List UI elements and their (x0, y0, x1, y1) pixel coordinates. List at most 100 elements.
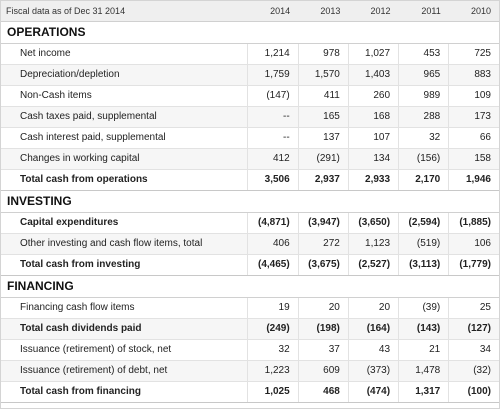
table-row: Capital expenditures (4,871) (3,947) (3,650… (1, 212, 499, 234)
table-row: Depreciation/depletion 1,759 1,570 1,403 965… (1, 64, 499, 86)
value-cell-2014: -- (247, 127, 299, 149)
value-cell-2012: 107 (347, 127, 399, 149)
row-label: Non-Cash items (1, 85, 248, 107)
row-label: Issuance (retirement) of debt, net (1, 360, 248, 382)
row-label: Depreciation/depletion (1, 64, 248, 86)
row-label: Financing cash flow items (1, 297, 248, 319)
value-cell-2012: 20 (347, 297, 399, 319)
table-row: Total cash dividends paid (249) (198) (164)… (1, 318, 499, 340)
row-label: Net income (1, 43, 248, 65)
year-header-2011: 2011 (398, 1, 449, 22)
row-label: Total cash from operations (1, 169, 248, 191)
value-cell-2012: 260 (347, 85, 399, 107)
value-cell-2011: 1,317 (398, 381, 449, 403)
value-cell-2010: (100) (448, 381, 499, 403)
year-header-2010: 2010 (448, 1, 499, 22)
year-header-2014: 2014 (247, 1, 299, 22)
table-row: Other investing and cash flow items, tot… (1, 233, 499, 255)
value-cell-2010: 34 (448, 339, 499, 361)
value-cell-2014: 3,506 (247, 169, 299, 191)
value-cell-2014: 32 (247, 339, 299, 361)
value-cell-2011: 453 (398, 43, 449, 65)
value-cell-2010: 158 (448, 148, 499, 170)
section-header-financing: FINANCING (1, 275, 499, 298)
value-cell-2011: 32 (398, 127, 449, 149)
table-row: Total cash from operations 3,506 2,937 2,93… (1, 169, 499, 191)
value-cell-2011: (39) (398, 297, 449, 319)
year-header-2012: 2012 (348, 1, 399, 22)
value-cell-2013: (198) (297, 318, 349, 340)
value-cell-2012: (373) (347, 360, 399, 382)
table-row: Changes in working capital 412 (291) 134 (15… (1, 148, 499, 170)
value-cell-2014: 1,025 (247, 381, 299, 403)
value-cell-2014: (4,465) (247, 254, 299, 276)
table-row: Issuance (retirement) of debt, net 1,223 6… (1, 360, 499, 382)
section-header-operations: OPERATIONS (1, 21, 499, 44)
value-cell-2011: 965 (398, 64, 449, 86)
value-cell-2013: 137 (297, 127, 349, 149)
value-cell-2014: 1,223 (247, 360, 299, 382)
value-cell-2010: 109 (448, 85, 499, 107)
section-title: OPERATIONS (1, 21, 499, 44)
row-label: Other investing and cash flow items, tot… (1, 233, 248, 255)
value-cell-2010: 725 (448, 43, 499, 65)
row-label: Cash taxes paid, supplemental (1, 106, 248, 128)
value-cell-2013: 411 (297, 85, 349, 107)
value-cell-2012: 1,123 (347, 233, 399, 255)
value-cell-2014: 1,214 (247, 43, 299, 65)
value-cell-2012: (474) (347, 381, 399, 403)
table-row: Issuance (retirement) of stock, net 32 37 4… (1, 339, 499, 361)
value-cell-2012: (2,527) (347, 254, 399, 276)
value-cell-2013: (291) (297, 148, 349, 170)
value-cell-2011: 1,478 (398, 360, 449, 382)
value-cell-2011: (519) (398, 233, 449, 255)
section-title: FINANCING (1, 275, 499, 298)
value-cell-2014: (147) (247, 85, 299, 107)
fiscal-data-label: Fiscal data as of Dec 31 2014 (1, 1, 248, 22)
table-row: Financing cash flow items 19 20 20 (39) 25 (1, 297, 499, 319)
value-cell-2014: 412 (247, 148, 299, 170)
value-cell-2011: (143) (398, 318, 449, 340)
value-cell-2010: 173 (448, 106, 499, 128)
table-row: Cash interest paid, supplemental -- 137 107… (1, 127, 499, 149)
value-cell-2011: 2,170 (398, 169, 449, 191)
value-cell-2010: (32) (448, 360, 499, 382)
row-label: Capital expenditures (1, 212, 248, 234)
value-cell-2014: 406 (247, 233, 299, 255)
value-cell-2010: (1,779) (448, 254, 499, 276)
value-cell-2013: 2,937 (297, 169, 349, 191)
value-cell-2014: 19 (247, 297, 299, 319)
value-cell-2013: 1,570 (297, 64, 349, 86)
value-cell-2013: 978 (297, 43, 349, 65)
value-cell-2010: 1,946 (448, 169, 499, 191)
value-cell-2010: 883 (448, 64, 499, 86)
year-header-2013: 2013 (298, 1, 349, 22)
row-label: Issuance (retirement) of stock, net (1, 339, 248, 361)
value-cell-2014: (249) (247, 318, 299, 340)
value-cell-2012: 2,933 (347, 169, 399, 191)
section-header-investing: INVESTING (1, 190, 499, 213)
value-cell-2013: 20 (297, 297, 349, 319)
value-cell-2013: 272 (297, 233, 349, 255)
table-row: Total cash from investing (4,465) (3,675)(… (1, 254, 499, 276)
cash-flow-table: Fiscal data as of Dec 31 2014 2014 2013 … (1, 1, 499, 403)
value-cell-2012: 1,027 (347, 43, 399, 65)
row-label: Total cash from investing (1, 254, 248, 276)
value-cell-2014: 1,759 (247, 64, 299, 86)
value-cell-2013: 468 (297, 381, 349, 403)
table-header-row: Fiscal data as of Dec 31 2014 2014 2013 … (1, 1, 499, 22)
value-cell-2011: (2,594) (398, 212, 449, 234)
row-label: Cash interest paid, supplemental (1, 127, 248, 149)
value-cell-2011: (156) (398, 148, 449, 170)
table-body: OPERATIONS Net income 1,214 978 1,027 453 725 D… (1, 21, 499, 403)
table-row: Cash taxes paid, supplemental -- 165 168 288… (1, 106, 499, 128)
value-cell-2014: -- (247, 106, 299, 128)
row-label: Changes in working capital (1, 148, 248, 170)
value-cell-2010: (1,885) (448, 212, 499, 234)
row-label: Total cash dividends paid (1, 318, 248, 340)
value-cell-2010: (127) (448, 318, 499, 340)
value-cell-2011: 989 (398, 85, 449, 107)
value-cell-2012: 134 (347, 148, 399, 170)
table-row: Total cash from financing 1,025 468 (474) 1,… (1, 381, 499, 403)
